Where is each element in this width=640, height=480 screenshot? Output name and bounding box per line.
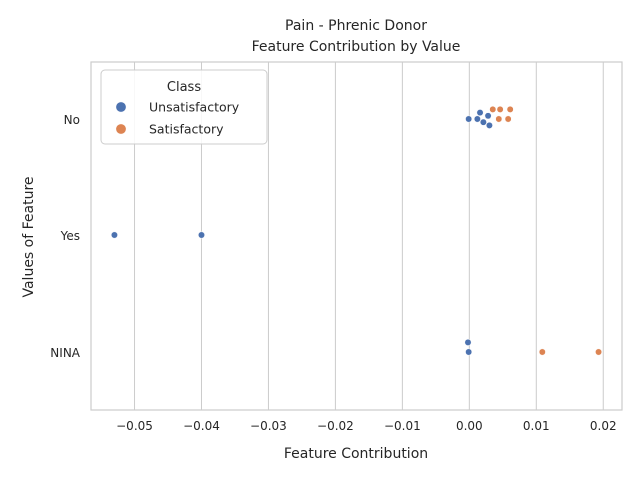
legend-title: Class <box>167 80 201 95</box>
data-point <box>595 348 603 356</box>
y-tick-label: NINA <box>50 346 80 360</box>
data-point <box>484 112 492 120</box>
x-tick-labels: −0.05 −0.04 −0.03 −0.02 −0.01 0.00 0.01 0.02 <box>116 419 616 433</box>
x-axis-label: Feature Contribution <box>284 446 428 462</box>
chart-title: Pain - Phrenic Donor <box>285 18 427 34</box>
data-point <box>496 105 504 113</box>
y-tick-labels: No Yes NINA <box>50 113 80 360</box>
y-tick-label: Yes <box>60 229 80 243</box>
data-point <box>110 231 118 239</box>
x-tick-label: 0.00 <box>456 419 483 433</box>
x-tick-label: 0.01 <box>523 419 550 433</box>
x-tick-label: −0.01 <box>384 419 421 433</box>
x-tick-label: 0.02 <box>590 419 617 433</box>
legend-frame <box>100 69 268 145</box>
data-point <box>504 115 512 123</box>
legend-entries: Unsatisfactory Satisfactory <box>115 100 240 137</box>
data-point <box>465 115 473 123</box>
x-tick-label: −0.03 <box>250 419 287 433</box>
chart-subtitle: Feature Contribution by Value <box>252 39 461 55</box>
data-point <box>464 338 472 346</box>
data-point <box>198 231 205 239</box>
data-point <box>489 105 497 113</box>
y-axis-label: Values of Feature <box>21 176 37 297</box>
x-tick-label: −0.04 <box>183 419 220 433</box>
points-layer <box>110 105 603 356</box>
data-point <box>538 348 546 356</box>
data-point <box>479 118 487 126</box>
x-tick-label: −0.02 <box>317 419 354 433</box>
data-point <box>506 105 514 113</box>
legend-marker <box>115 101 127 113</box>
data-point <box>465 348 473 356</box>
legend-marker <box>115 123 127 135</box>
legend-label: Satisfactory <box>149 122 224 137</box>
x-tick-label: −0.05 <box>116 419 153 433</box>
plot-frame <box>90 61 623 411</box>
data-point <box>495 115 503 123</box>
legend-label: Unsatisfactory <box>149 100 240 115</box>
y-tick-label: No <box>64 113 80 127</box>
legend: Class Unsatisfactory Satisfactory <box>100 69 268 145</box>
data-point <box>476 109 484 117</box>
data-point <box>485 121 493 129</box>
data-point <box>473 115 481 123</box>
